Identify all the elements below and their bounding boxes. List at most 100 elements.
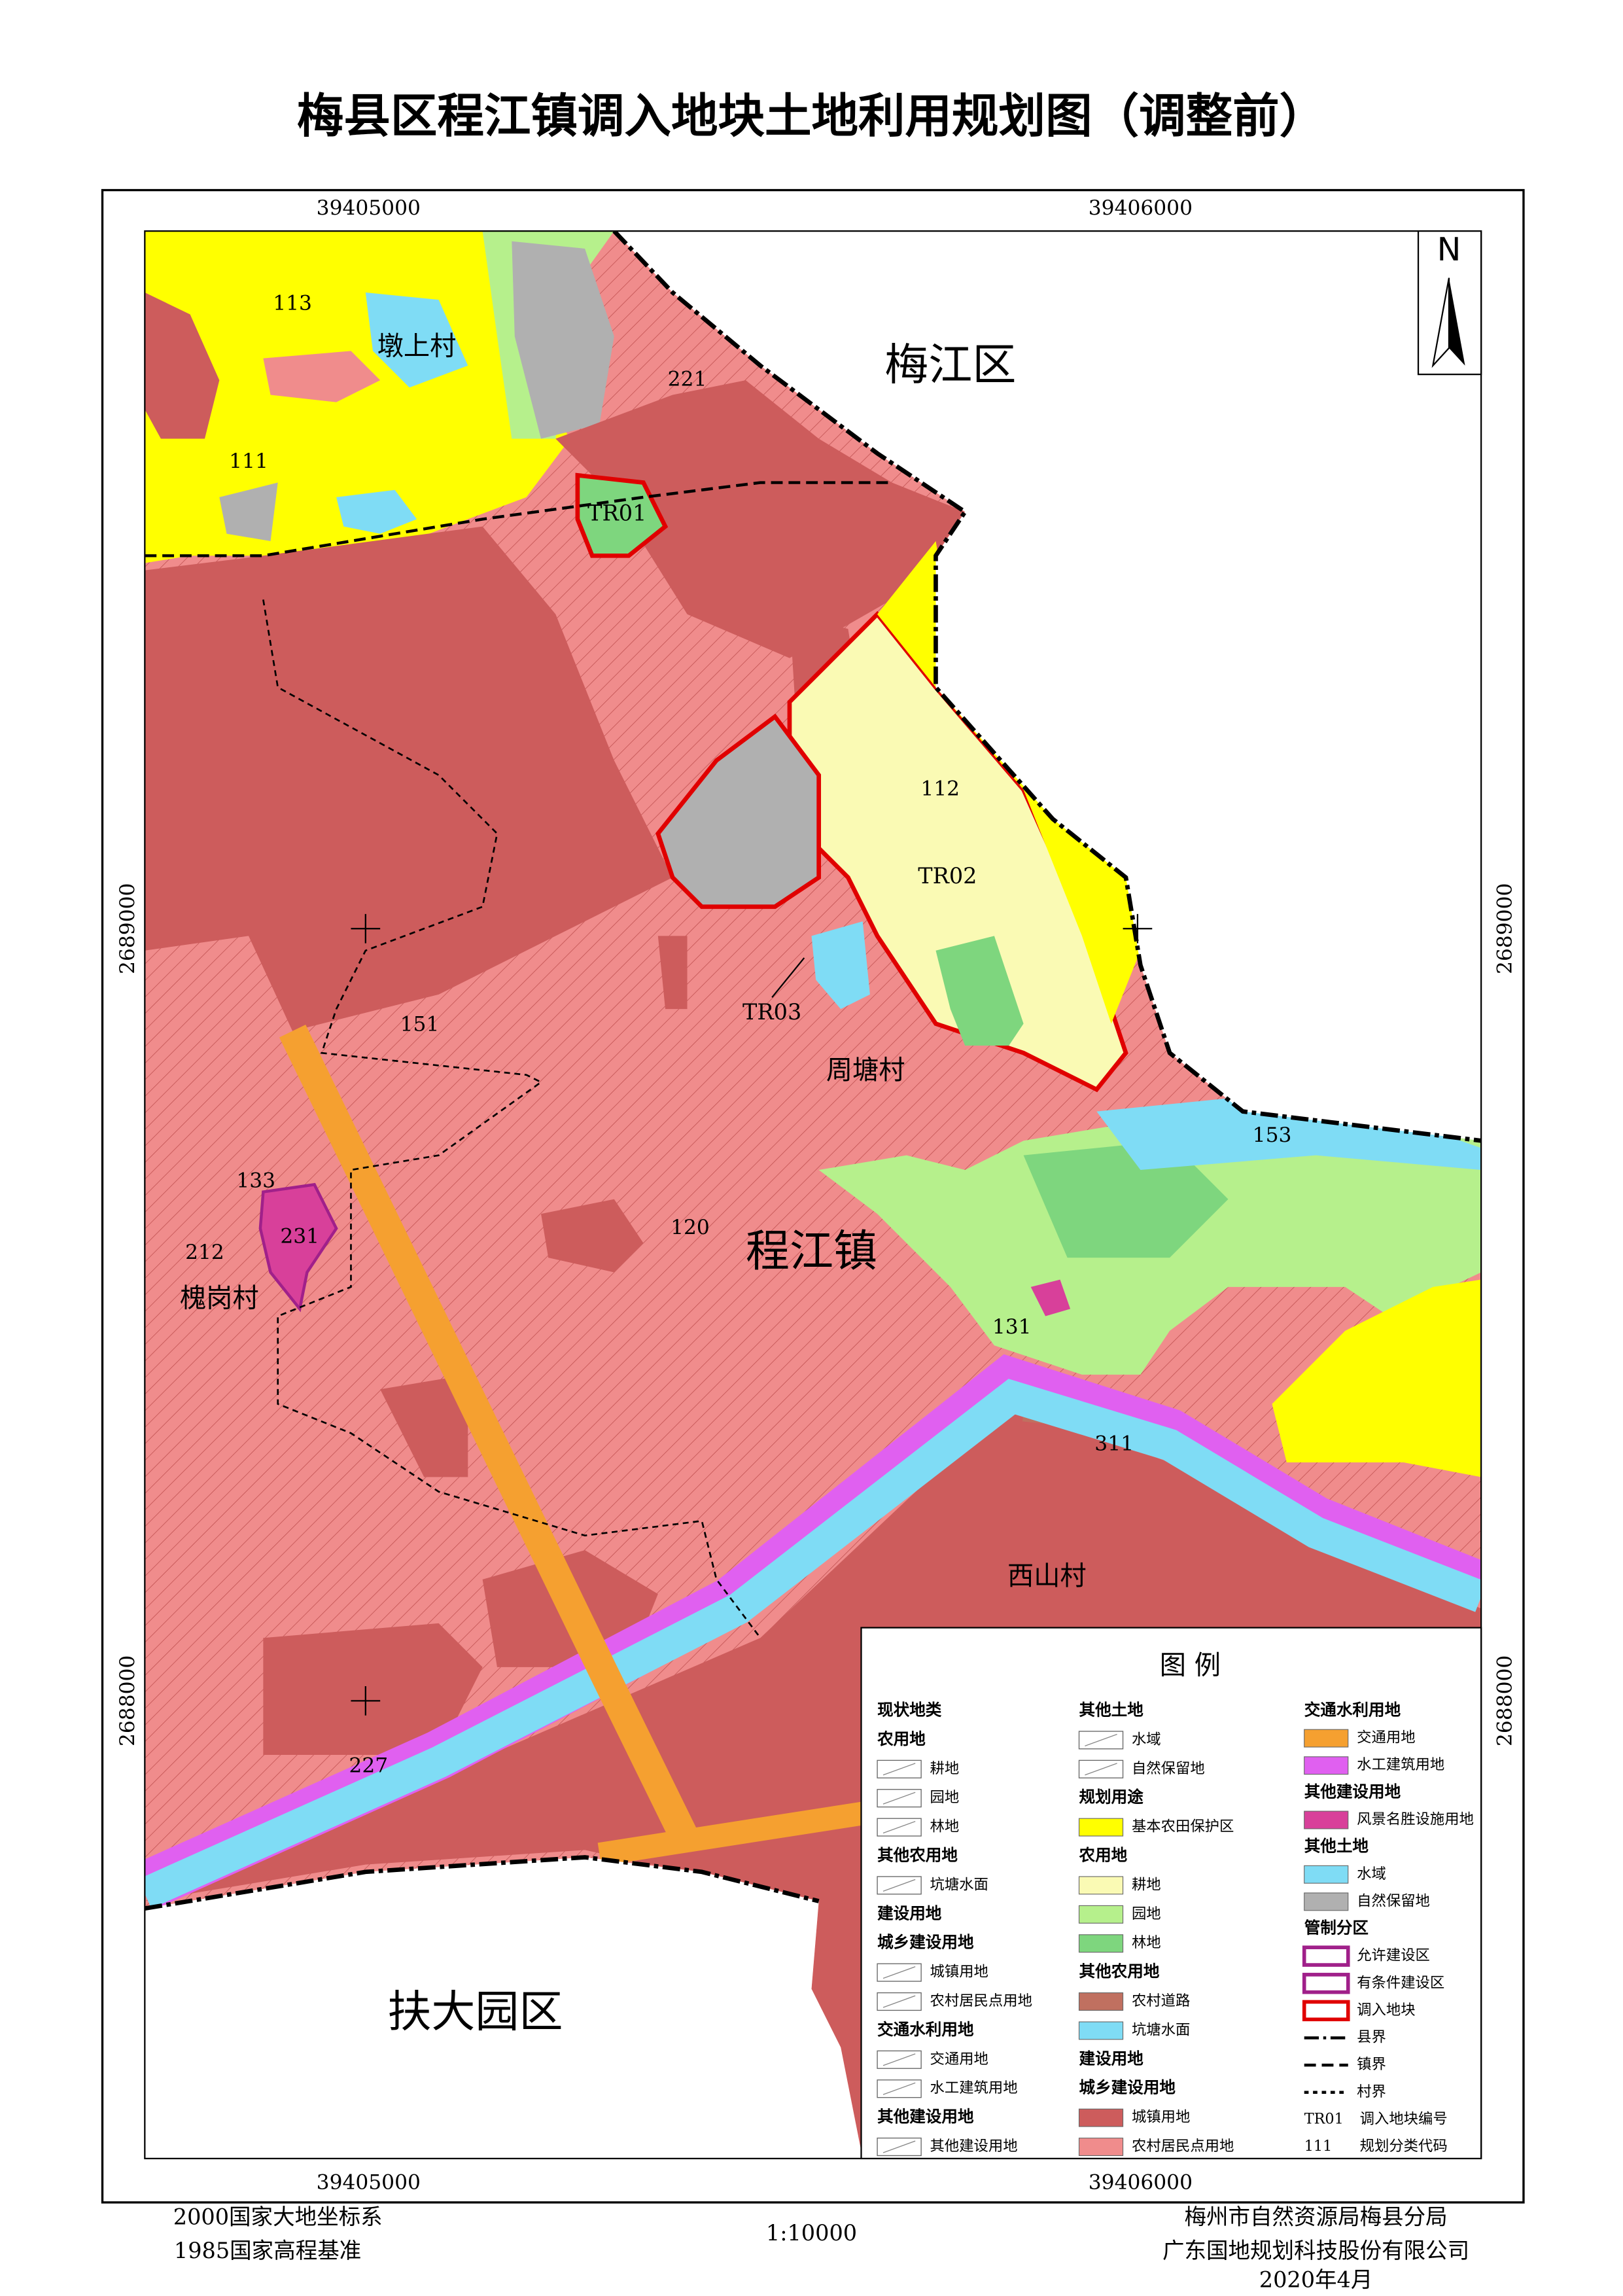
legend-swatch (1078, 2021, 1124, 2040)
legend-label: 坑塘水面 (1132, 2021, 1190, 2038)
class-code: 133 (236, 1169, 275, 1192)
north-arrow: N (1417, 230, 1482, 376)
legend-swatch-mark (882, 2140, 916, 2153)
place-name: 墩上村 (377, 331, 457, 361)
legend-swatch (1078, 1992, 1124, 2011)
map-title: 梅县区程江镇调入地块土地利用规划图（调整前） (297, 88, 1326, 143)
town (145, 526, 673, 1031)
legend-heading: 管制分区 (1304, 1918, 1369, 1937)
legend-label: 调入地块 (1357, 2002, 1415, 2019)
elevation: 1985国家高程基准 (174, 2238, 361, 2263)
legend-label: 林地 (930, 1818, 960, 1835)
water (1096, 1089, 1482, 1171)
legend-label: 农村居民点用地 (1132, 2138, 1234, 2155)
class-code: 311 (1094, 1432, 1134, 1456)
legend-heading: 其他土地 (1304, 1837, 1369, 1856)
legend-title: 图 例 (1160, 1650, 1221, 1680)
legend-swatch-mark (1085, 1763, 1117, 1776)
legend-heading: 其他农用地 (877, 1846, 958, 1865)
town (555, 380, 966, 658)
coordinate-label: 39406000 (1089, 2170, 1193, 2194)
legend-swatch (1078, 2108, 1124, 2127)
legend-swatch-mark (882, 1966, 916, 1979)
datum: 2000国家大地坐标系 (173, 2204, 383, 2230)
crosshairs (351, 913, 1153, 1716)
north-label: N (1437, 230, 1461, 268)
legend-swatch (1304, 1810, 1349, 1829)
agency: 梅州市自然资源局梅县分局 (1184, 2204, 1447, 2230)
legend-label: 水域 (1357, 1865, 1386, 1882)
outside-area (614, 231, 1482, 1141)
legend-label: 耕地 (1132, 1876, 1161, 1893)
town (657, 936, 688, 1010)
farmland (1272, 1279, 1482, 1477)
class-code: 113 (273, 291, 312, 315)
legend-label: 规划分类代码 (1360, 2138, 1448, 2155)
water (336, 489, 417, 534)
water (811, 921, 870, 1010)
legend-label: 调入地块编号 (1360, 2110, 1448, 2127)
map-body (145, 231, 1482, 2159)
legend-label: 交通用地 (930, 2051, 988, 2068)
reserve (512, 241, 614, 439)
legend-swatch-mark (882, 1763, 916, 1776)
legend-label: 园地 (930, 1789, 960, 1806)
water (365, 292, 468, 388)
legend-swatch-mark (882, 1821, 916, 1834)
legend-label: 农村居民点用地 (930, 1992, 1032, 2009)
county-boundary (612, 231, 1482, 1143)
legend-swatch (1302, 2000, 1350, 2022)
legend-heading: 规划用途 (1079, 1788, 1144, 1807)
legend-label: 水工建筑用地 (930, 2079, 1018, 2096)
transport (279, 1024, 701, 1849)
coordinate-label: 2688000 (1493, 1655, 1517, 1746)
town (380, 1374, 468, 1477)
parcel-label: TR01 (587, 501, 646, 526)
class-code: 212 (185, 1241, 224, 1264)
place-name: 槐岗村 (180, 1283, 259, 1313)
outer-frame (101, 188, 1525, 2204)
place-name: 梅江区 (884, 340, 1016, 391)
forest (1023, 1140, 1229, 1258)
legend-label: 水域 (1132, 1731, 1161, 1748)
legend-label: 基本农田保护区 (1132, 1818, 1234, 1835)
farmland (145, 231, 570, 563)
legend-swatch-mark (882, 2053, 916, 2066)
parcel-label: TR03 (742, 999, 801, 1025)
town (145, 292, 220, 439)
legend-swatch (1304, 1729, 1349, 1748)
legend-label: 农村道路 (1132, 1992, 1190, 2009)
legend-label: 城镇用地 (1132, 2109, 1190, 2126)
forest (935, 936, 1024, 1046)
legend-heading: 其他建设用地 (1304, 1782, 1401, 1801)
legend-swatch (1304, 1756, 1349, 1775)
legend-swatch-mark (882, 1792, 916, 1805)
legend-heading: 农用地 (877, 1729, 926, 1748)
outside-area (145, 1857, 863, 2159)
place-name: 程江镇 (746, 1226, 877, 1277)
legend-heading: 城乡建设用地 (1079, 2078, 1176, 2097)
legend-label: 水工建筑用地 (1357, 1756, 1444, 1773)
place-name: 西山村 (1007, 1561, 1087, 1591)
legend-swatch (1078, 1934, 1124, 1953)
scenic (258, 1182, 338, 1313)
legend-box (860, 1627, 1482, 2160)
parcel-tr01 (575, 472, 669, 558)
class-code: 227 (349, 1754, 388, 1777)
legend-swatch (1078, 1818, 1124, 1837)
legend-heading: 交通水利用地 (877, 2020, 974, 2039)
legend-label: 村界 (1357, 2083, 1386, 2100)
scale: 1:10000 (766, 2220, 857, 2246)
legend-heading: 建设用地 (1079, 2049, 1144, 2068)
town (263, 1623, 483, 1756)
legend-label: 风景名胜设施用地 (1357, 1810, 1474, 1828)
legend-swatch (1078, 1905, 1124, 1924)
legend-label: 其他建设用地 (930, 2138, 1018, 2155)
legend-swatch-mark (882, 1995, 916, 2008)
town (541, 1199, 644, 1273)
legend-swatch-mark (882, 2082, 916, 2095)
legend-label: 有条件建设区 (1357, 1974, 1444, 1991)
date: 2020年4月 (1259, 2267, 1373, 2293)
